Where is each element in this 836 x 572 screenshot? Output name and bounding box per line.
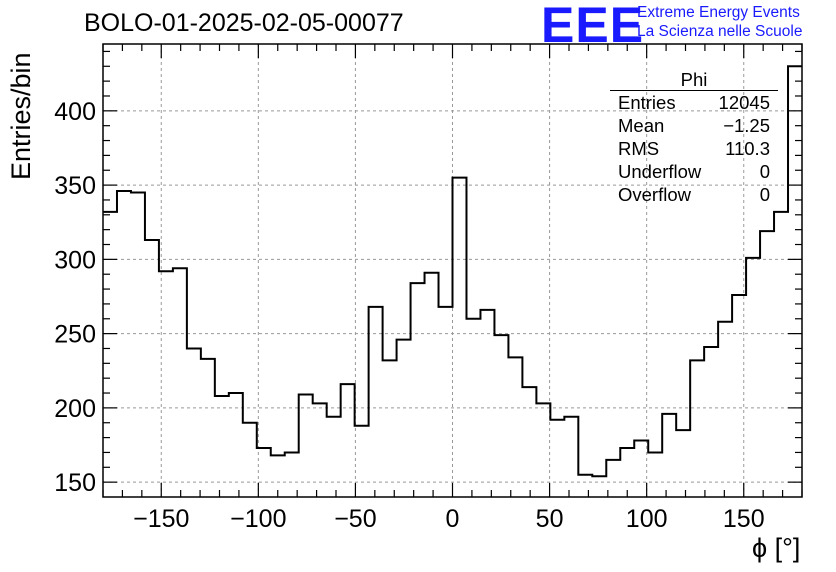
histogram-bin <box>145 240 159 497</box>
histogram-bin <box>606 460 620 497</box>
histogram-bin <box>439 307 453 497</box>
x-tick-label: −100 <box>230 505 286 533</box>
histogram-bin <box>103 212 117 497</box>
histogram-bin <box>480 310 494 497</box>
histogram-bin <box>704 347 718 497</box>
stats-value: 0 <box>759 161 770 182</box>
histogram-bin <box>453 178 467 497</box>
histogram-bin <box>369 307 383 497</box>
histogram-line <box>103 65 802 478</box>
histogram-bin <box>760 231 774 497</box>
stats-value: 12045 <box>718 92 770 113</box>
stats-label: Mean <box>618 115 665 136</box>
histogram-bin <box>341 384 355 497</box>
stats-label: RMS <box>618 138 660 159</box>
x-tick-label: −150 <box>133 505 189 533</box>
stats-label: Entries <box>618 92 676 113</box>
histogram-bin <box>466 319 480 497</box>
logo-caption-line1: Extreme Energy Events <box>637 4 800 21</box>
chart-title: BOLO-01-2025-02-05-00077 <box>84 9 404 37</box>
stats-row-mean: Mean −1.25 <box>610 114 778 137</box>
y-tick-label: 350 <box>54 172 96 200</box>
histogram-bin <box>327 417 341 497</box>
x-tick-label: 100 <box>626 505 668 533</box>
stats-value: 110.3 <box>725 138 770 159</box>
logo-caption: Extreme Energy Events La Scienza nelle S… <box>637 3 802 41</box>
y-tick-label: 200 <box>54 395 96 423</box>
histogram-bin <box>215 396 229 497</box>
y-tick-label: 300 <box>54 246 96 274</box>
histogram-bin <box>718 322 732 497</box>
histogram-bin <box>648 452 662 497</box>
y-tick-label: 150 <box>54 469 96 497</box>
histogram-bin <box>229 393 243 497</box>
histogram-bin <box>257 448 271 497</box>
histogram-bin <box>690 360 704 497</box>
histogram-bin <box>299 395 313 497</box>
x-tick-label: 50 <box>536 505 564 533</box>
histogram-bin <box>173 268 187 497</box>
histogram-bin <box>313 403 327 497</box>
stats-value: 0 <box>759 184 770 205</box>
x-tick-label: −50 <box>334 505 376 533</box>
histogram-bin <box>411 283 425 497</box>
histogram-bin <box>620 448 634 497</box>
histogram-bin <box>271 455 285 497</box>
y-axis-label: Entries/bin <box>6 52 36 180</box>
histogram-bin <box>746 258 760 497</box>
eee-logo: EEE <box>541 0 645 53</box>
histogram-bin <box>732 295 746 497</box>
plot-frame <box>102 43 803 498</box>
histogram-bin <box>397 340 411 497</box>
stats-label: Underflow <box>618 161 702 182</box>
histogram-bin <box>536 403 550 497</box>
stats-label: Overflow <box>618 184 691 205</box>
histogram-bin <box>425 273 439 497</box>
histogram-bin <box>634 441 648 497</box>
histogram-bin <box>676 430 690 497</box>
histogram-bin <box>383 360 397 497</box>
x-tick-label: 150 <box>723 505 765 533</box>
histogram-bin <box>285 452 299 497</box>
histogram-bin <box>564 417 578 497</box>
histogram-bin <box>662 414 676 497</box>
x-axis-label: ϕ [°] <box>752 533 801 563</box>
histogram-bin <box>578 475 592 497</box>
histogram-bin <box>788 66 802 497</box>
stats-row-overflow: Overflow 0 <box>610 183 778 206</box>
histogram-bin <box>201 359 215 497</box>
histogram-bin <box>592 476 606 497</box>
x-tick-label: 0 <box>446 505 460 533</box>
histogram-bin <box>494 335 508 497</box>
histogram-bin <box>131 193 145 497</box>
stats-row-entries: Entries 12045 <box>610 91 778 114</box>
histogram-bin <box>774 212 788 497</box>
y-tick-label: 400 <box>54 98 96 126</box>
histogram-bin <box>117 191 131 497</box>
histogram-bin <box>355 426 369 497</box>
histogram-bin <box>508 357 522 497</box>
stats-value: −1.25 <box>723 115 770 136</box>
stats-row-rms: RMS 110.3 <box>610 137 778 160</box>
stats-box: Phi Entries 12045 Mean −1.25 RMS 110.3 Unde… <box>610 70 778 206</box>
histogram-bin <box>187 348 201 497</box>
stats-row-underflow: Underflow 0 <box>610 160 778 183</box>
histogram-bin <box>522 387 536 497</box>
logo-caption-line2: La Scienza nelle Scuole <box>637 23 803 40</box>
stats-title: Phi <box>610 70 778 91</box>
histogram-bin <box>550 420 564 497</box>
histogram-bin <box>159 271 173 497</box>
histogram-bin <box>243 423 257 497</box>
y-tick-label: 250 <box>54 321 96 349</box>
